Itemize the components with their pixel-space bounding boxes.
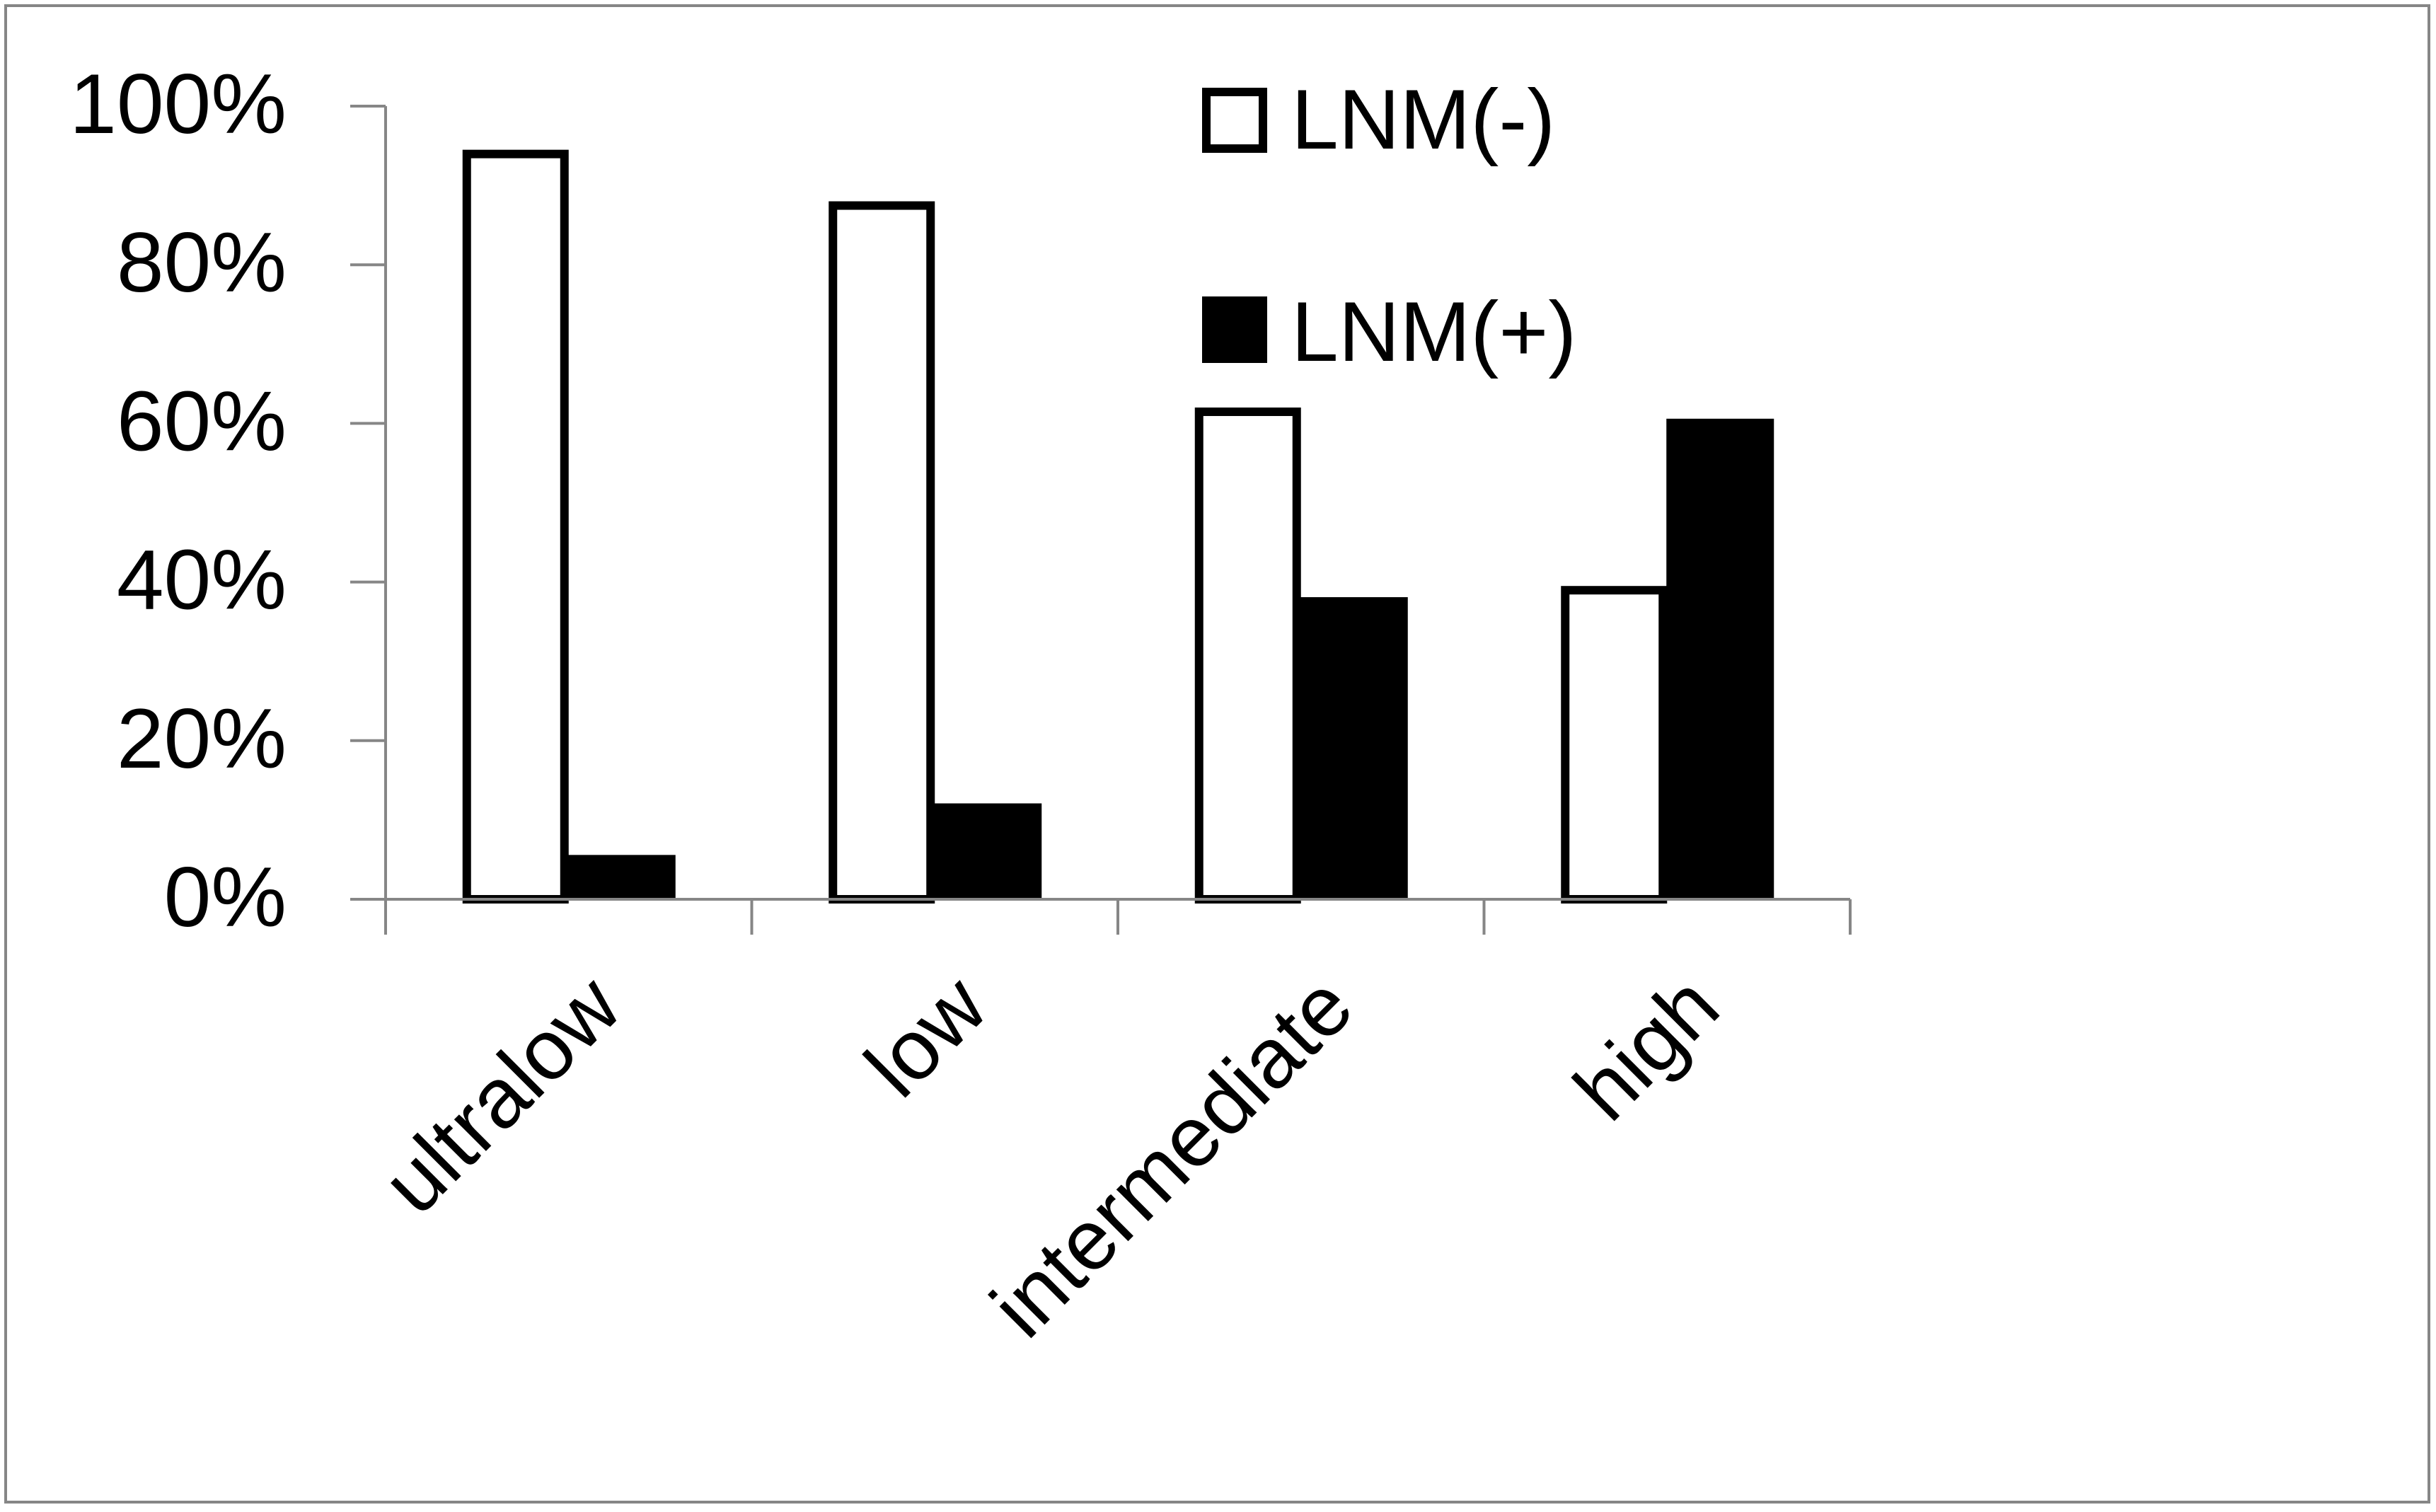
bar-lnm-positive (567, 855, 676, 900)
bar-lnm-negative (1194, 407, 1301, 904)
y-tick-label: 100% (69, 57, 287, 151)
legend-swatch-lnm-positive (1202, 296, 1267, 363)
bar-lnm-positive (1300, 597, 1408, 901)
bars (462, 149, 1774, 904)
legend-label-lnm-positive: LNM(+) (1291, 284, 1576, 379)
y-tick-label: 0% (164, 850, 287, 945)
bar-lnm-positive (934, 803, 1042, 900)
y-axis-ticks (350, 105, 386, 901)
legend-swatch-lnm-negative (1202, 88, 1267, 153)
axes (384, 106, 1852, 935)
bar-lnm-positive (1666, 418, 1774, 900)
legend: LNM(-) LNM(+) (1202, 72, 1576, 379)
y-tick-label: 20% (117, 691, 287, 786)
bar-lnm-negative (462, 149, 569, 904)
y-tick-label: 60% (117, 374, 287, 468)
y-axis-tick-labels: 0% 20% 40% 60% 80% 100% (69, 57, 287, 945)
y-tick-label: 40% (117, 533, 287, 628)
bar-lnm-negative (829, 201, 935, 904)
y-tick-label: 80% (117, 215, 287, 310)
bar-lnm-negative (1561, 586, 1668, 904)
legend-label-lnm-negative: LNM(-) (1291, 72, 1555, 167)
